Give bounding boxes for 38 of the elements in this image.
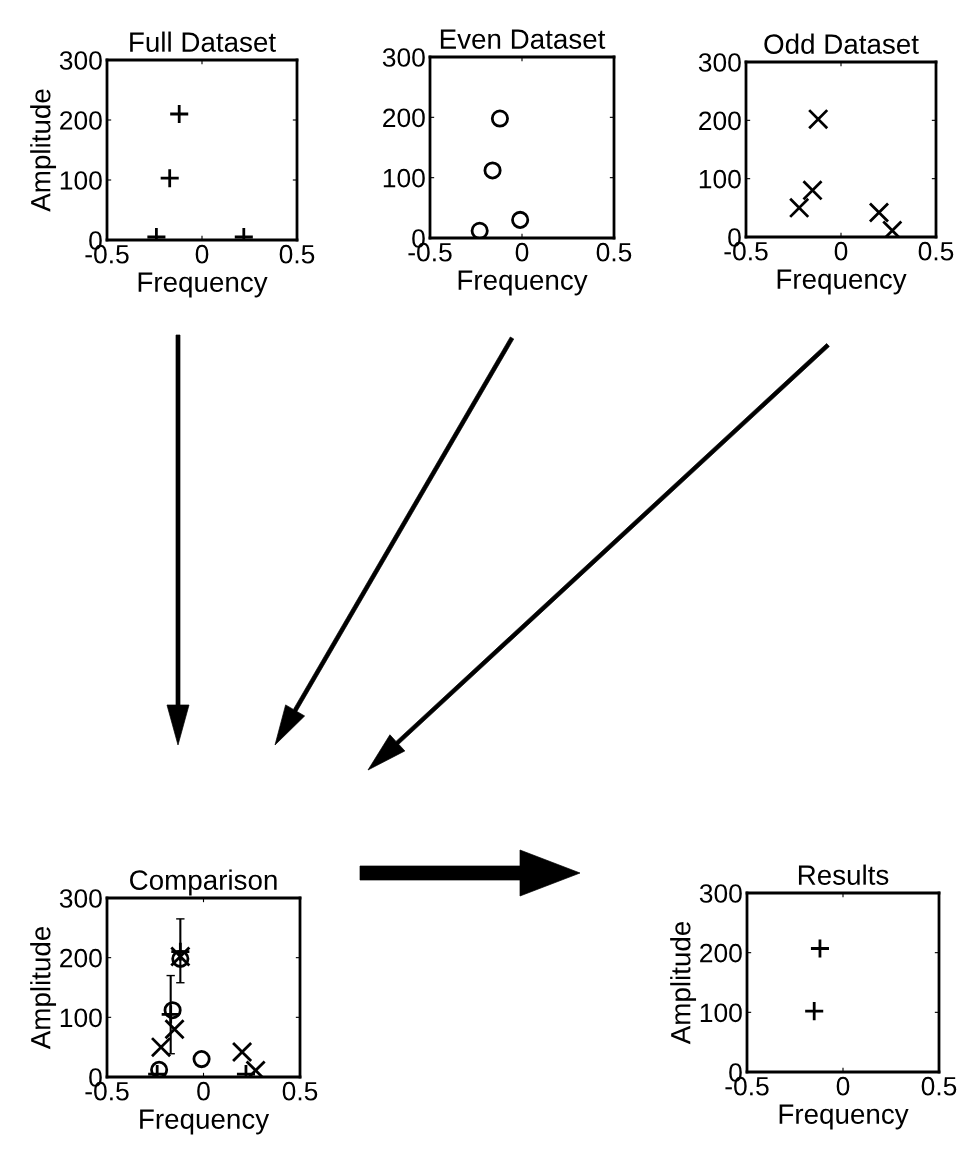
x-tick-label: 0.5 <box>596 242 632 262</box>
x-tick-label: 0 <box>197 1081 210 1101</box>
chart-title: Results <box>798 864 889 885</box>
y-tick-label: 300 <box>59 51 102 70</box>
x-axis-title: Frequency <box>140 1109 270 1135</box>
y-tick-label: 100 <box>700 1003 742 1023</box>
x-tick-label: 0.5 <box>282 1081 318 1101</box>
y-tick-label: 300 <box>59 889 102 908</box>
y-tick-label: 300 <box>382 48 425 67</box>
y-axis-title: Amplitude <box>30 89 57 212</box>
y-tick-label: 100 <box>60 1008 102 1028</box>
x-axis-title: Frequency <box>138 272 268 298</box>
x-tick-label: 0.5 <box>279 244 315 264</box>
x-axis-title: Frequency <box>458 270 588 296</box>
y-tick-label: 200 <box>383 108 425 128</box>
y-axis-title: Amplitude <box>30 926 57 1050</box>
y-tick-label: 200 <box>60 948 102 968</box>
y-tick-label: 100 <box>383 168 425 188</box>
y-tick-label: 300 <box>699 884 742 903</box>
chart-title: Odd Dataset <box>764 33 919 54</box>
x-axis-title: Frequency <box>777 269 907 295</box>
y-tick-label: 300 <box>698 53 741 72</box>
x-tick-label: 0.5 <box>921 1076 957 1096</box>
y-tick-label: 100 <box>60 171 102 190</box>
y-axis-title: Amplitude <box>670 921 697 1045</box>
y-tick-label: 200 <box>699 111 741 131</box>
chart-title: Comparison <box>130 869 277 896</box>
y-tick-label: 200 <box>700 943 742 963</box>
chart-title: Even Dataset <box>440 29 606 49</box>
x-tick-label: 0 <box>515 242 529 262</box>
chart-title: Full Dataset <box>130 31 276 52</box>
x-tick-label: 0 <box>195 244 209 264</box>
x-axis-title: Frequency <box>779 1104 909 1130</box>
x-tick-label: 0.5 <box>918 241 954 261</box>
y-tick-label: 100 <box>699 169 741 189</box>
x-tick-label: 0 <box>834 241 848 261</box>
y-tick-label: 200 <box>60 111 102 130</box>
x-tick-label: 0 <box>836 1076 850 1096</box>
